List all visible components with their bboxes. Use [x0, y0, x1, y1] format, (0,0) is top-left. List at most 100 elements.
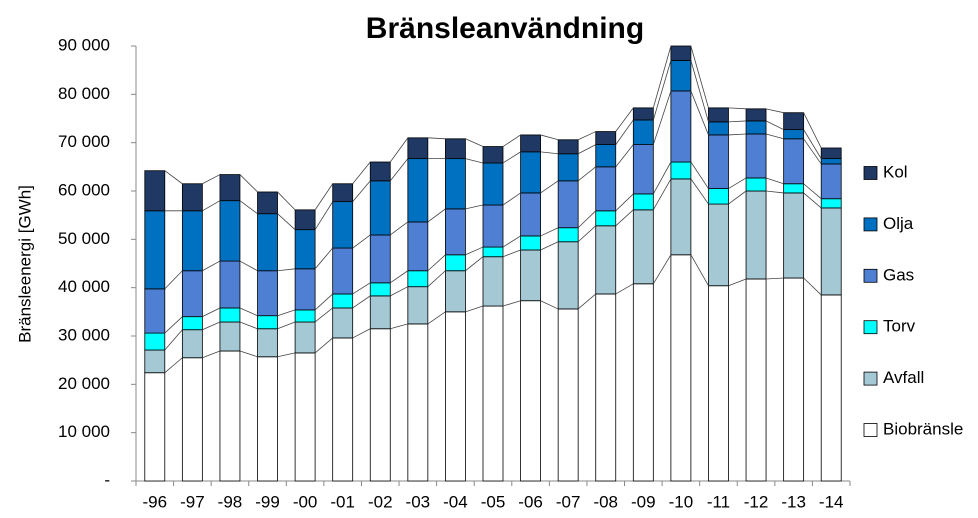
bar-segment	[708, 285, 729, 482]
y-tick-label: 50 000	[58, 229, 110, 248]
bar-segment	[708, 203, 729, 287]
series-line	[540, 227, 559, 237]
bar-segment	[595, 144, 617, 168]
bar-segment	[820, 294, 842, 482]
legend-label: Avfall	[883, 368, 924, 387]
series-line	[202, 174, 221, 185]
bar-segment	[294, 229, 316, 270]
bar-segment	[407, 323, 429, 482]
legend-swatch	[863, 217, 878, 232]
series-line	[164, 329, 183, 351]
y-axis-label: Bränsleenergi [GWh]	[15, 185, 34, 343]
x-tick-label: -97	[180, 492, 205, 511]
series-line	[652, 178, 672, 211]
bar-segment	[820, 207, 842, 296]
bar-segment	[332, 307, 354, 339]
series-line	[465, 204, 484, 210]
series-line	[239, 350, 258, 358]
legend-label: Gas	[883, 265, 914, 284]
series-line	[314, 337, 333, 354]
x-tick-label: -12	[744, 492, 769, 511]
bar-segment	[257, 356, 278, 482]
bar-segment	[820, 147, 842, 160]
bar-segment	[520, 192, 541, 237]
series-line	[389, 158, 409, 182]
bar-segment	[745, 108, 767, 122]
series-line	[352, 295, 371, 309]
bar-segment	[520, 235, 541, 251]
series-line	[803, 138, 822, 165]
series-line	[164, 270, 183, 290]
series-line	[615, 144, 634, 168]
x-tick-label: -07	[556, 492, 581, 511]
bar-segment	[445, 138, 466, 160]
bar-segment	[520, 300, 541, 482]
y-tick-label: 80 000	[58, 84, 110, 103]
series-line	[652, 60, 672, 121]
bar-segment	[181, 270, 203, 318]
series-line	[239, 307, 258, 317]
series-line	[314, 293, 333, 311]
legend-label: Biobränsle	[883, 419, 963, 438]
series-line	[427, 137, 446, 140]
series-line	[652, 45, 672, 108]
x-tick-label: -14	[819, 492, 844, 511]
bar-segment	[520, 134, 541, 153]
bar-segment	[482, 162, 504, 206]
series-line	[577, 131, 596, 141]
series-line	[502, 235, 521, 248]
bar-segment	[820, 158, 842, 165]
bar-segment	[407, 221, 429, 272]
bar-segment	[632, 119, 654, 145]
bar-segment	[407, 270, 429, 288]
bar-segment	[144, 170, 166, 212]
x-tick-label: -01	[330, 492, 355, 511]
bar-segment	[745, 190, 767, 280]
bar-segment	[745, 133, 767, 179]
series-line	[352, 180, 371, 202]
y-tick-label: 10 000	[58, 422, 110, 441]
bar-segment	[257, 270, 278, 317]
series-line	[690, 161, 709, 189]
bar-segment	[670, 90, 692, 163]
bar-segment	[144, 332, 166, 351]
series-line	[239, 260, 258, 272]
bar-segment	[670, 161, 692, 180]
bar-segment	[257, 213, 278, 272]
bar-segment	[557, 241, 579, 310]
y-tick-label: 70 000	[58, 132, 110, 151]
bar-segment	[445, 208, 466, 256]
series-line	[502, 151, 521, 164]
bar-segment	[369, 282, 391, 297]
bar-segment	[332, 201, 354, 249]
bar-segment	[332, 247, 354, 295]
x-tick-label: -06	[518, 492, 543, 511]
bar-segment	[745, 120, 767, 135]
series-line	[652, 161, 672, 195]
series-line	[728, 190, 747, 205]
series-line	[465, 138, 484, 147]
series-line	[728, 133, 747, 136]
bar-segment	[557, 153, 579, 182]
series-line	[765, 177, 784, 185]
bar-segment	[369, 180, 391, 236]
series-line	[765, 108, 784, 114]
legend-swatch	[863, 320, 878, 335]
series-line	[577, 225, 597, 243]
series-line	[352, 282, 371, 295]
series-line	[465, 256, 484, 272]
bar-segment	[632, 209, 654, 285]
series-line	[202, 350, 221, 359]
bar-segment	[181, 183, 203, 212]
series-line	[314, 307, 333, 323]
bar-segment	[708, 134, 729, 189]
bar-segment	[294, 268, 316, 311]
series-line	[615, 209, 634, 227]
series-line	[239, 174, 258, 193]
series-line	[502, 134, 521, 147]
series-line	[314, 247, 333, 270]
series-line	[202, 307, 221, 318]
series-line	[803, 129, 822, 159]
series-line	[202, 260, 221, 272]
series-line	[690, 254, 709, 286]
